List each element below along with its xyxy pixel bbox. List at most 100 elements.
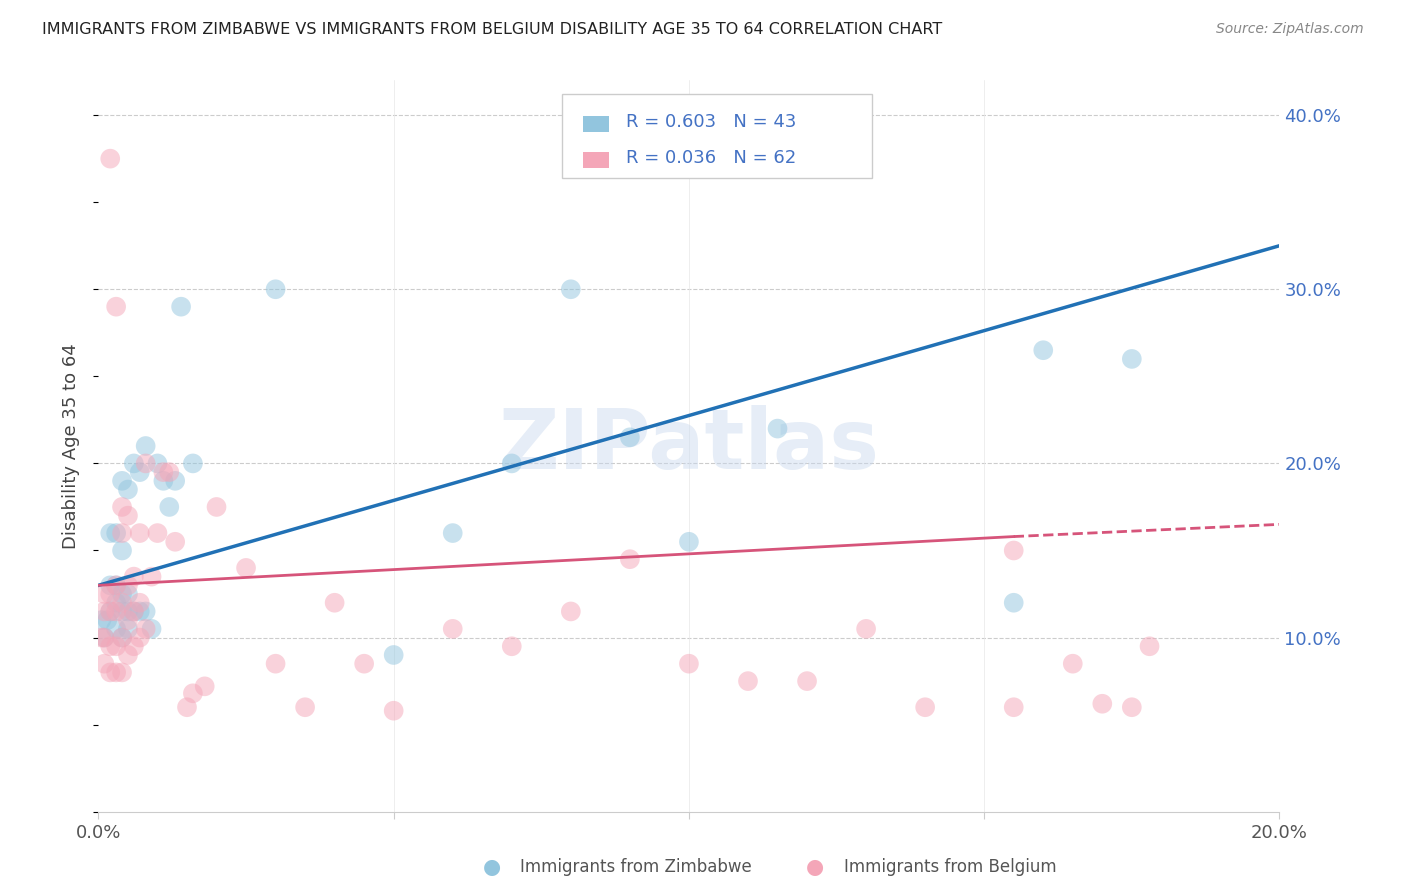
Point bbox=[98, 587, 121, 601]
Y-axis label: Disability Age 35 to 64: Disability Age 35 to 64 bbox=[62, 343, 80, 549]
Point bbox=[1032, 343, 1054, 358]
Point bbox=[157, 465, 180, 479]
Point bbox=[353, 657, 375, 671]
Point bbox=[98, 604, 121, 618]
Point bbox=[122, 604, 145, 618]
Point bbox=[111, 526, 134, 541]
Point bbox=[111, 631, 134, 645]
Point bbox=[181, 686, 204, 700]
Point bbox=[382, 704, 405, 718]
Point bbox=[111, 474, 134, 488]
Point bbox=[441, 526, 464, 541]
Point bbox=[766, 421, 789, 435]
Text: Source: ZipAtlas.com: Source: ZipAtlas.com bbox=[1216, 22, 1364, 37]
Point bbox=[98, 604, 121, 618]
Point bbox=[1002, 700, 1025, 714]
Point bbox=[117, 613, 139, 627]
Point bbox=[105, 604, 128, 618]
Point bbox=[105, 578, 128, 592]
Point bbox=[90, 613, 112, 627]
Point bbox=[141, 569, 163, 583]
Point bbox=[157, 500, 180, 514]
Point bbox=[796, 674, 818, 689]
Point bbox=[122, 569, 145, 583]
Point bbox=[117, 604, 139, 618]
Point bbox=[294, 700, 316, 714]
Point bbox=[146, 526, 169, 541]
Point bbox=[111, 543, 134, 558]
Point bbox=[135, 439, 157, 453]
Point bbox=[152, 474, 174, 488]
Point bbox=[170, 300, 193, 314]
Point bbox=[181, 457, 204, 471]
Text: R = 0.603   N = 43: R = 0.603 N = 43 bbox=[626, 113, 796, 131]
Point bbox=[98, 640, 121, 654]
Text: ●: ● bbox=[484, 857, 501, 877]
Point bbox=[176, 700, 198, 714]
Point bbox=[135, 457, 157, 471]
Point bbox=[117, 483, 139, 497]
Point bbox=[264, 657, 287, 671]
Point bbox=[93, 631, 115, 645]
Point bbox=[93, 631, 115, 645]
Point bbox=[678, 534, 700, 549]
Point bbox=[122, 457, 145, 471]
Point bbox=[105, 622, 128, 636]
Point bbox=[96, 613, 118, 627]
Point bbox=[98, 665, 121, 680]
Point bbox=[194, 679, 217, 693]
Text: ●: ● bbox=[807, 857, 824, 877]
Point bbox=[111, 500, 134, 514]
Point bbox=[105, 526, 128, 541]
Point bbox=[855, 622, 877, 636]
Point bbox=[98, 152, 121, 166]
Point bbox=[1062, 657, 1084, 671]
Point bbox=[98, 578, 121, 592]
Point bbox=[205, 500, 228, 514]
Point bbox=[111, 587, 134, 601]
Point bbox=[117, 587, 139, 601]
Text: Immigrants from Zimbabwe: Immigrants from Zimbabwe bbox=[520, 858, 752, 876]
Point bbox=[1002, 543, 1025, 558]
Point bbox=[117, 508, 139, 523]
Point bbox=[93, 604, 115, 618]
Point bbox=[105, 596, 128, 610]
Point bbox=[128, 526, 150, 541]
Point bbox=[560, 282, 582, 296]
Point bbox=[128, 596, 150, 610]
Point bbox=[98, 526, 121, 541]
Point bbox=[105, 300, 128, 314]
Point bbox=[128, 465, 150, 479]
Point bbox=[737, 674, 759, 689]
Text: R = 0.036   N = 62: R = 0.036 N = 62 bbox=[626, 149, 796, 167]
Point bbox=[501, 457, 523, 471]
Point bbox=[128, 631, 150, 645]
Point bbox=[560, 604, 582, 618]
Point bbox=[93, 657, 115, 671]
Point bbox=[1002, 596, 1025, 610]
Point bbox=[141, 622, 163, 636]
Point bbox=[90, 631, 112, 645]
Point bbox=[146, 457, 169, 471]
Point bbox=[501, 640, 523, 654]
Point bbox=[152, 465, 174, 479]
Point bbox=[914, 700, 936, 714]
Point bbox=[105, 640, 128, 654]
Point bbox=[128, 604, 150, 618]
Point bbox=[619, 552, 641, 566]
Point bbox=[117, 622, 139, 636]
Point bbox=[1139, 640, 1161, 654]
Point bbox=[678, 657, 700, 671]
Point bbox=[235, 561, 257, 575]
Point bbox=[165, 534, 187, 549]
Point bbox=[117, 648, 139, 662]
Point bbox=[1121, 700, 1143, 714]
Text: IMMIGRANTS FROM ZIMBABWE VS IMMIGRANTS FROM BELGIUM DISABILITY AGE 35 TO 64 CORR: IMMIGRANTS FROM ZIMBABWE VS IMMIGRANTS F… bbox=[42, 22, 942, 37]
Point bbox=[382, 648, 405, 662]
Point bbox=[135, 604, 157, 618]
Point bbox=[441, 622, 464, 636]
Point bbox=[111, 604, 134, 618]
Point bbox=[1091, 697, 1114, 711]
Point bbox=[264, 282, 287, 296]
Point bbox=[165, 474, 187, 488]
